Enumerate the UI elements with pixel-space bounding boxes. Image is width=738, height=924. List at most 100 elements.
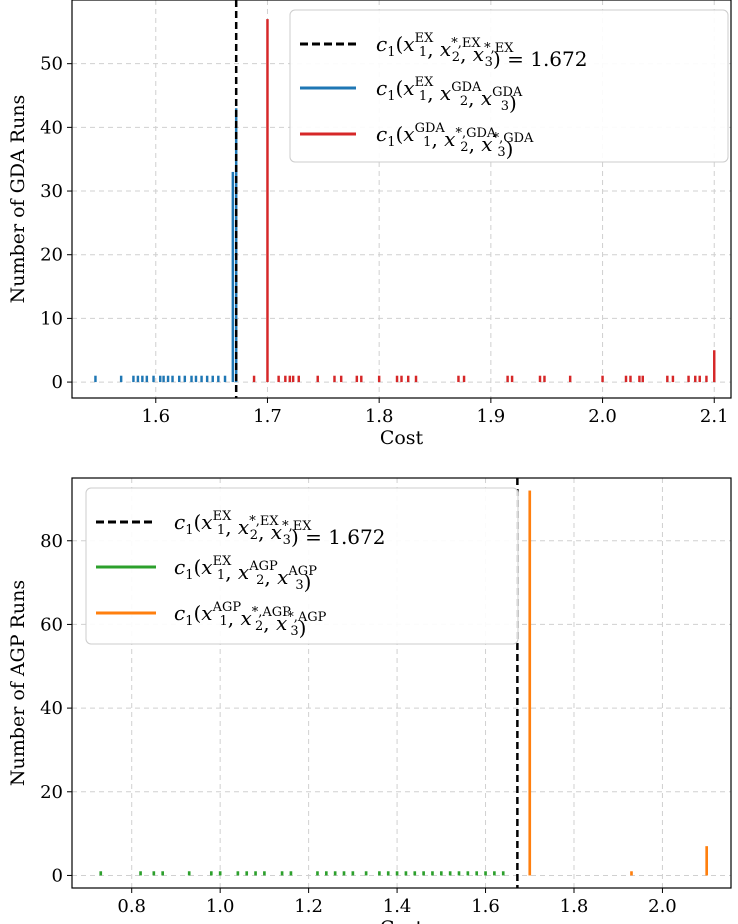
y-tick-label: 50 (40, 54, 63, 75)
x-tick-label: 1.8 (560, 896, 589, 917)
y-tick-label: 20 (40, 782, 63, 803)
histogram-bar (152, 375, 155, 383)
y-tick-label: 0 (52, 372, 63, 393)
x-tick-label: 1.6 (471, 896, 500, 917)
axes-frame (71, 0, 732, 399)
histogram-bar (713, 350, 716, 383)
histogram-bar (252, 375, 256, 383)
histogram-bar (395, 871, 399, 876)
histogram-bar (194, 375, 198, 383)
histogram-bar (99, 871, 103, 876)
histogram-bar (236, 871, 240, 876)
histogram-bar (431, 871, 434, 876)
histogram-bar (641, 375, 644, 383)
legend-entry-label: c1(xGDA 1, x*,GDA 2, x*,GDA 3) (376, 121, 534, 161)
y-tick-label: 20 (40, 245, 63, 266)
histogram-bar (288, 375, 292, 383)
histogram-bar (510, 375, 514, 383)
histogram-bar (543, 375, 546, 383)
chart-agp-histogram: 0.8 1.0 1.2 1.4 1.6 1.8 2.0 0 20 40 60 80 Cost Number… (7, 477, 732, 924)
histogram-bar (360, 375, 363, 383)
y-tick-label: 40 (40, 698, 63, 719)
histogram-bar (132, 375, 135, 383)
x-tick-label: 1.0 (206, 896, 235, 917)
histogram-bar (698, 375, 701, 383)
histogram-bar (139, 871, 142, 876)
histogram-bar (414, 375, 418, 383)
histogram-bar (316, 871, 319, 876)
histogram-bar (666, 375, 669, 383)
histogram-bar (395, 375, 399, 383)
x-tick-label: 1.6 (141, 406, 170, 427)
histogram-bar (404, 871, 408, 876)
y-axis-label: Number of AGP Runs (7, 580, 29, 786)
histogram-bar (457, 375, 460, 383)
histogram-bar (671, 375, 675, 383)
histogram-bar (324, 871, 328, 876)
histogram-bar (183, 375, 187, 383)
histogram-bar (538, 375, 542, 383)
histogram-bar (355, 375, 359, 383)
histogram-bar (475, 871, 479, 876)
y-tick-label: 60 (40, 614, 63, 635)
histogram-bar (377, 375, 381, 383)
histogram-bar (223, 375, 227, 383)
x-axis-label: Cost (380, 427, 424, 449)
histogram-bar (333, 871, 337, 876)
histogram-bar (339, 375, 343, 383)
x-tick-label: 1.9 (477, 406, 506, 427)
histogram-bar (439, 871, 443, 876)
histogram-bar (209, 871, 213, 876)
histogram-bar (254, 871, 257, 876)
histogram-bar (280, 871, 284, 876)
legend-box (289, 9, 729, 163)
histogram-bar (528, 490, 532, 876)
histogram-bar (166, 375, 170, 383)
histogram-bar (211, 375, 214, 383)
x-tick-label: 1.8 (365, 406, 394, 427)
histogram-bar (705, 375, 708, 383)
histogram-bar (266, 19, 269, 383)
y-tick-label: 30 (40, 181, 63, 202)
x-tick-label: 2.0 (588, 406, 617, 427)
histogram-bar (316, 375, 319, 383)
histogram-bar (190, 375, 193, 383)
histogram-bar (291, 375, 295, 383)
histogram-bar (629, 375, 632, 383)
histogram-bar (333, 375, 336, 383)
histogram-bar (364, 871, 368, 876)
legend-entry-label: c1(xAGP 1, x*,AGP 2, x*,AGP 3) (174, 600, 327, 640)
legend-entry-label: c1(xEX 1, xGDA 2, xGDA 3) (376, 75, 523, 115)
histogram-bar (136, 375, 140, 383)
legend-box (85, 487, 519, 645)
histogram-bar (493, 871, 496, 876)
histogram-bar (263, 871, 266, 876)
y-tick-label: 80 (40, 531, 63, 552)
histogram-bar (152, 871, 156, 876)
y-tick-label: 0 (52, 865, 63, 886)
histogram-bar (289, 871, 293, 876)
histogram-bar (159, 375, 162, 383)
histogram-bar (386, 871, 390, 876)
histogram-bar (277, 375, 280, 383)
legend-entry-label: c1(xEX 1, x*,EX 2, x*,EX 3) = 1.672 (174, 509, 385, 549)
chart-gda-histogram: 1.6 1.7 1.8 1.9 2.0 2.1 0 10 20 30 40 50 Cost Number … (7, 0, 732, 449)
histogram-bar (630, 871, 633, 876)
histogram-bar (462, 375, 466, 383)
histogram-bar (694, 375, 697, 383)
histogram-bar (217, 375, 220, 383)
histogram-bar (568, 375, 572, 383)
histogram-bar (351, 871, 355, 876)
y-tick-label: 40 (40, 117, 63, 138)
histogram-bar (145, 375, 149, 383)
histogram-bar (187, 871, 191, 876)
histogram-bar (297, 375, 300, 383)
histogram-bar (284, 375, 287, 383)
histogram-bar (687, 375, 690, 383)
histogram-bar (378, 871, 381, 876)
histogram-bar (119, 375, 123, 383)
histogram-bar (506, 375, 509, 383)
